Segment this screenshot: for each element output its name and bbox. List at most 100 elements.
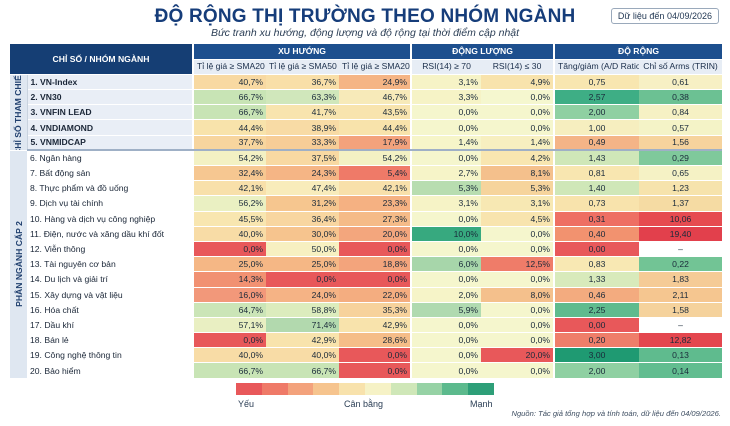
row-name: 19. Công nghệ thông tin bbox=[27, 347, 194, 364]
legend-swatch bbox=[468, 383, 494, 395]
value-cell: 71,4% bbox=[266, 317, 340, 334]
value-cell: 18,8% bbox=[339, 256, 412, 273]
table-row: 17. Dầu khí 57,1% 71,4% 42,9% 0,0% 0,0% 0,00– bbox=[10, 317, 723, 334]
value-cell: 6,0% bbox=[410, 256, 482, 273]
color-scale-legend bbox=[236, 383, 494, 395]
value-cell: 37,5% bbox=[266, 150, 340, 167]
value-cell: 63,3% bbox=[266, 89, 340, 106]
value-cell: 0,14 bbox=[639, 362, 723, 379]
value-cell: 36,4% bbox=[266, 211, 340, 227]
value-cell: 42,1% bbox=[339, 180, 412, 197]
value-cell: 40,0% bbox=[192, 226, 267, 242]
breadth-table: CHỈ SỐ / NHÓM NGÀNH XU HƯỚNG ĐỘNG LƯỢNG … bbox=[10, 44, 723, 379]
value-cell: 0,73 bbox=[553, 195, 640, 212]
value-cell: 0,81 bbox=[553, 165, 640, 182]
value-cell: 56,2% bbox=[192, 195, 267, 212]
value-cell: 3,1% bbox=[410, 74, 482, 91]
value-cell: 66,7% bbox=[266, 362, 340, 379]
value-cell: 16,0% bbox=[192, 287, 267, 303]
value-cell: 0,0% bbox=[481, 226, 555, 242]
row-name: 16. Hóa chất bbox=[27, 302, 194, 318]
value-cell: 10,0% bbox=[410, 226, 482, 242]
value-cell: 0,0% bbox=[410, 150, 482, 167]
legend-swatch bbox=[416, 383, 443, 395]
value-cell: 0,0% bbox=[410, 347, 482, 364]
value-cell: 2,00 bbox=[553, 362, 640, 379]
value-cell: 0,0% bbox=[410, 332, 482, 349]
row-name: 11. Điện, nước và xăng dầu khí đốt bbox=[27, 226, 194, 242]
row-name: 12. Viễn thông bbox=[27, 241, 194, 258]
table-row: 18. Bán lẻ 0,0% 42,9% 28,6% 0,0% 0,0% 0,20 12,8… bbox=[10, 332, 723, 349]
row-name: 2. VN30 bbox=[27, 89, 194, 106]
value-cell: 8,0% bbox=[481, 287, 555, 303]
value-cell: 19,40 bbox=[639, 226, 723, 242]
value-cell: 0,0% bbox=[410, 211, 482, 227]
value-cell: 1,43 bbox=[553, 150, 640, 167]
table-row: 12. Viễn thông 0,0% 50,0% 0,0% 0,0% 0,0% 0,00– bbox=[10, 241, 723, 258]
value-cell: 0,83 bbox=[553, 256, 640, 273]
legend-swatch bbox=[313, 383, 340, 395]
value-cell: 0,57 bbox=[639, 119, 723, 136]
row-name: 15. Xây dựng và vật liệu bbox=[27, 287, 194, 303]
row-name: 7. Bất động sản bbox=[27, 165, 194, 182]
value-cell: 5,4% bbox=[339, 165, 412, 182]
row-name: 4. VNDIAMOND bbox=[27, 119, 194, 136]
value-cell: 0,0% bbox=[481, 89, 555, 106]
value-cell: 2,57 bbox=[553, 89, 640, 106]
column-header-rsi-high: RSI(14) ≥ 70 bbox=[410, 59, 482, 75]
row-name: 18. Bán lẻ bbox=[27, 332, 194, 349]
value-cell: 17,9% bbox=[339, 135, 412, 152]
value-cell: 32,4% bbox=[192, 165, 267, 182]
value-cell: 4,9% bbox=[481, 74, 555, 91]
value-cell: 0,40 bbox=[553, 226, 640, 242]
legend-label-strong: Mạnh bbox=[470, 399, 493, 409]
value-cell: 2,11 bbox=[639, 287, 723, 303]
value-cell: 0,0% bbox=[481, 362, 555, 379]
value-cell: 1,83 bbox=[639, 271, 723, 288]
value-cell: 2,0% bbox=[410, 287, 482, 303]
value-cell: 0,0% bbox=[410, 271, 482, 288]
legend-swatch bbox=[339, 383, 365, 395]
value-cell: 3,3% bbox=[410, 89, 482, 106]
value-cell: 2,00 bbox=[553, 104, 640, 121]
value-cell: 41,7% bbox=[266, 104, 340, 121]
page-title: ĐỘ RỘNG THỊ TRƯỜNG THEO NHÓM NGÀNH bbox=[154, 6, 576, 27]
value-cell: 0,0% bbox=[410, 317, 482, 334]
value-cell: 12,5% bbox=[481, 256, 555, 273]
table-row: 8. Thực phẩm và đồ uống 42,1% 47,4% 42,1% 5,… bbox=[10, 180, 723, 197]
value-cell: 0,0% bbox=[410, 104, 482, 121]
value-cell: 0,38 bbox=[639, 89, 723, 106]
value-cell: 1,4% bbox=[481, 135, 555, 152]
value-cell: 0,0% bbox=[266, 271, 340, 288]
value-cell: 0,29 bbox=[639, 150, 723, 167]
legend-swatch bbox=[287, 383, 314, 395]
value-cell: 3,1% bbox=[410, 195, 482, 212]
value-cell: 1,56 bbox=[639, 135, 723, 152]
row-name: 8. Thực phẩm và đồ uống bbox=[27, 180, 194, 197]
value-cell: 4,2% bbox=[481, 150, 555, 167]
value-cell: 0,0% bbox=[339, 271, 412, 288]
table-row: PHÂN NGÀNH CẤP 2 6. Ngân hàng 54,2% 37,5% 54… bbox=[10, 150, 723, 379]
value-cell: 44,4% bbox=[339, 119, 412, 136]
value-cell: 0,49 bbox=[553, 135, 640, 152]
value-cell: 40,7% bbox=[192, 74, 267, 91]
table-row: 19. Công nghệ thông tin 40,0% 40,0% 0,0% 0,0… bbox=[10, 347, 723, 364]
value-cell: 5,3% bbox=[481, 180, 555, 197]
value-cell: 37,7% bbox=[192, 135, 267, 152]
value-cell: 35,3% bbox=[339, 302, 412, 318]
value-cell: 0,0% bbox=[481, 302, 555, 318]
value-cell: 22,0% bbox=[339, 287, 412, 303]
table-row: CHỈ SỐ THAM CHIẾU 1. VN-Index 40,7% 36,7% 24… bbox=[10, 74, 723, 151]
value-cell: 0,0% bbox=[410, 119, 482, 136]
row-name: 17. Dầu khí bbox=[27, 317, 194, 334]
value-cell: 24,0% bbox=[266, 287, 340, 303]
section-label: CHỈ SỐ THAM CHIẾU bbox=[10, 74, 28, 151]
value-cell: 1,58 bbox=[639, 302, 723, 318]
row-name: 10. Hàng và dịch vụ công nghiệp bbox=[27, 211, 194, 227]
value-cell: 0,31 bbox=[553, 211, 640, 227]
value-cell: 24,9% bbox=[339, 74, 412, 91]
value-cell: 1,00 bbox=[553, 119, 640, 136]
legend-label-weak: Yếu bbox=[238, 399, 255, 409]
value-cell: 0,0% bbox=[339, 241, 412, 258]
table-row: 2. VN30 66,7% 63,3% 46,7% 3,3% 0,0% 2,57 0,38 bbox=[10, 89, 723, 106]
